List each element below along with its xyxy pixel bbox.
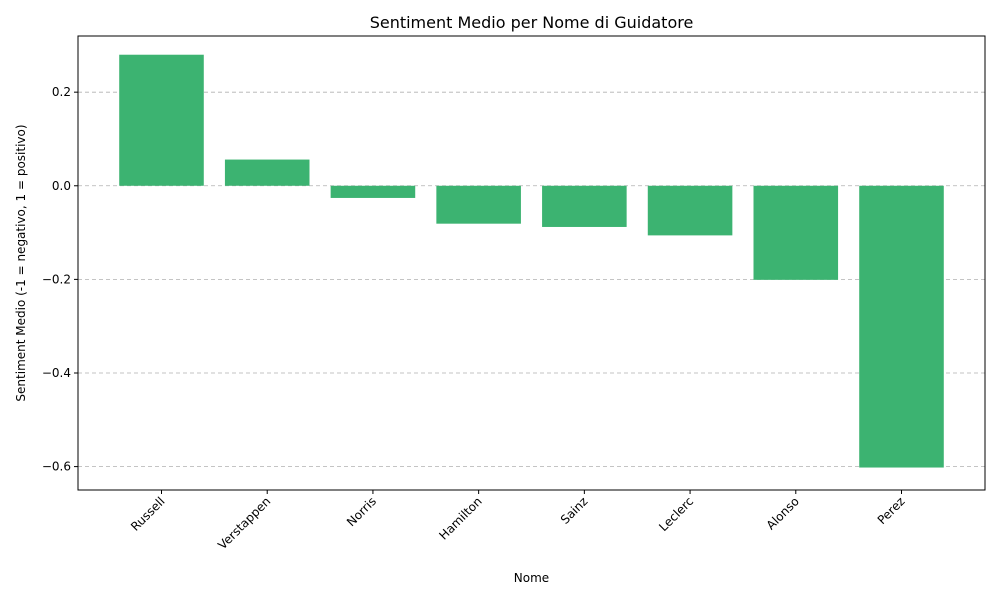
y-tick-label: −0.4 bbox=[42, 366, 71, 380]
y-ticks: 0.2 0.0 −0.2 −0.4 −0.6 bbox=[42, 85, 78, 474]
bar-hamilton bbox=[436, 185, 521, 224]
plot-frame bbox=[77, 35, 986, 491]
y-tick-label: −0.6 bbox=[42, 460, 71, 474]
x-tick-label: Norris bbox=[344, 494, 379, 529]
x-tick-label: Sainz bbox=[558, 494, 591, 527]
y-tick-label: −0.2 bbox=[42, 272, 71, 286]
x-tick-label: Leclerc bbox=[656, 494, 696, 534]
grid-layer bbox=[78, 91, 985, 467]
bar-alonso bbox=[753, 185, 839, 280]
y-tick-label: 0.2 bbox=[52, 85, 71, 99]
bar-perez bbox=[859, 185, 944, 468]
y-tick-label: 0.0 bbox=[52, 179, 71, 193]
bar-norris bbox=[330, 185, 416, 198]
x-axis-label: Nome bbox=[514, 571, 549, 585]
axes-layer bbox=[77, 35, 986, 491]
x-tick-label: Perez bbox=[875, 494, 908, 527]
bar-russell bbox=[119, 54, 204, 186]
bar-verstappen bbox=[224, 159, 310, 186]
bars-layer bbox=[119, 54, 944, 468]
bar-sainz bbox=[542, 185, 627, 227]
x-tick-label: Russell bbox=[128, 494, 168, 534]
bar-leclerc bbox=[647, 185, 733, 236]
x-tick-label: Alonso bbox=[764, 494, 802, 532]
x-tick-label: Hamilton bbox=[436, 494, 484, 542]
x-ticks: Russell Verstappen Norris Hamilton Sainz Lecl… bbox=[128, 490, 908, 552]
x-tick-label: Verstappen bbox=[215, 494, 273, 552]
chart-title: Sentiment Medio per Nome di Guidatore bbox=[370, 13, 694, 32]
y-axis-label: Sentiment Medio (-1 = negativo, 1 = posi… bbox=[14, 124, 28, 401]
